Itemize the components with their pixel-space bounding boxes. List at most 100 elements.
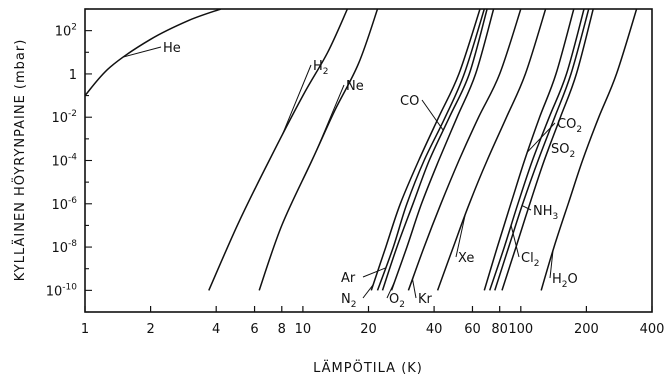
y-tick-base: 10: [51, 111, 68, 126]
x-axis: 1 2 4 6 8 10 20 40 60 80 100 200 400: [81, 306, 665, 337]
x-tick-label: 6: [250, 322, 258, 337]
x-tick-label: 40: [426, 322, 443, 337]
y-tick-base: 10: [51, 241, 68, 256]
curve-nh3: [494, 9, 590, 291]
label-main: Ar: [341, 271, 356, 286]
label-subscript: 3: [553, 212, 559, 222]
series-label-ne: Ne: [346, 79, 364, 94]
series-label-o2: O2: [389, 292, 405, 310]
x-tick-label: 8: [278, 322, 286, 337]
leader-nh3: [521, 205, 532, 211]
leader-co2: [526, 122, 556, 153]
leader-ne: [316, 84, 345, 150]
curve-h2: [208, 9, 349, 291]
y-tick-label: 10-2: [51, 109, 77, 126]
label-subscript: 2: [534, 259, 540, 269]
label-main: Cl: [521, 251, 534, 266]
label-subscript: 2: [576, 125, 582, 135]
leader-cl2: [510, 225, 520, 258]
y-tick-base: 10: [51, 198, 68, 213]
series-label-he: He: [163, 41, 181, 56]
label-main: Ne: [346, 79, 364, 94]
x-tick-label: 60: [464, 322, 481, 337]
label-subscript: 2: [399, 300, 405, 310]
curve-cl2: [488, 9, 585, 291]
leader-xe: [455, 213, 466, 258]
y-tick-exponent: -4: [68, 153, 77, 163]
series-label-ar: Ar: [341, 271, 356, 286]
series-label-n2: N2: [341, 292, 356, 310]
label-main: SO: [551, 142, 569, 157]
series-label-co2: CO2: [557, 117, 582, 135]
curve-ne: [258, 9, 379, 291]
label-main: H: [552, 272, 562, 287]
label-main: N: [341, 292, 351, 307]
x-tick-label: 1: [81, 322, 89, 337]
series-label-h2: H2: [313, 59, 329, 77]
series-label-xe: Xe: [458, 251, 474, 266]
series-label-h2o: H2O: [552, 272, 578, 290]
x-tick-label: 2: [146, 322, 154, 337]
curve-ar: [376, 9, 486, 291]
label-subscript: 2: [569, 150, 575, 160]
label-main: O: [389, 292, 399, 307]
x-tick-label: 80: [491, 322, 508, 337]
y-tick-label: 102: [55, 23, 77, 40]
y-tick-base: 10: [55, 25, 72, 40]
y-tick-exponent: -6: [68, 196, 77, 206]
curve-co: [381, 9, 488, 291]
x-tick-label: 100: [508, 322, 533, 337]
y-tick-label: 10-10: [46, 282, 78, 299]
x-tick-label: 400: [640, 322, 665, 337]
leader-kr: [412, 278, 417, 299]
label-main: He: [163, 41, 181, 56]
y-tick-label: 10-6: [51, 196, 77, 213]
y-tick-label: 1: [69, 68, 77, 83]
series-label-nh3: NH3: [533, 204, 558, 222]
curve-co2: [483, 9, 575, 291]
y-tick-exponent: -2: [68, 109, 77, 119]
curve-h2o: [540, 9, 638, 291]
label-tail: O: [568, 272, 578, 287]
leader-ar: [362, 267, 387, 278]
y-tick-exponent: -8: [68, 239, 77, 249]
leader-n2: [362, 284, 374, 299]
y-tick-base: 10: [51, 155, 68, 170]
series-curves: [85, 9, 638, 291]
y-axis-title: KYLLÄINEN HÖYRYNPAINE (mbar): [11, 39, 28, 282]
leader-he: [123, 46, 162, 58]
y-tick-base: 10: [46, 284, 63, 299]
label-main: Kr: [418, 292, 433, 307]
leader-h2: [282, 64, 312, 135]
label-main: H: [313, 59, 323, 74]
label-subscript: 2: [323, 67, 329, 77]
series-label-so2: SO2: [551, 142, 575, 160]
label-main: Xe: [458, 251, 474, 266]
y-tick-label: 10-4: [51, 153, 77, 170]
y-tick-base: 1: [69, 68, 77, 83]
curve-kr: [407, 9, 522, 291]
y-tick-label: 10-8: [51, 239, 77, 256]
leader-o2: [386, 281, 395, 299]
curve-o2: [390, 9, 495, 291]
curve-he: [85, 9, 222, 97]
curve-n2: [370, 9, 481, 291]
leader-so2: [541, 147, 550, 167]
y-tick-exponent: -10: [62, 282, 77, 292]
curve-so2: [501, 9, 594, 291]
label-subscript: 2: [351, 300, 357, 310]
y-tick-exponent: 2: [71, 23, 77, 33]
label-main: NH: [533, 204, 553, 219]
label-subscript: 2: [562, 280, 568, 290]
x-tick-label: 200: [574, 322, 599, 337]
x-tick-label: 10: [295, 322, 312, 337]
label-main: CO: [557, 117, 576, 132]
x-tick-label: 20: [360, 322, 377, 337]
x-axis-title: LÄMPÖTILA (K): [313, 359, 423, 376]
label-main: CO: [400, 94, 419, 109]
leader-h2o: [549, 250, 554, 279]
series-label-kr: Kr: [418, 292, 433, 307]
